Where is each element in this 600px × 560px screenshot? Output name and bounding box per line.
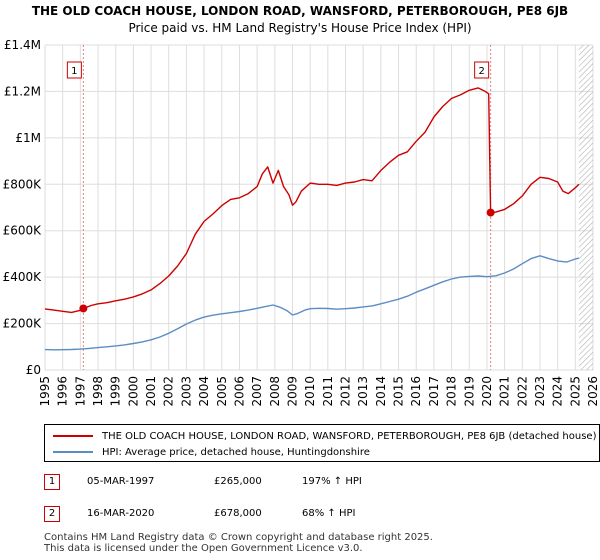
- x-tick-label: 2008: [268, 376, 282, 407]
- y-tick-label: £200K: [3, 317, 43, 331]
- y-tick-label: £800K: [3, 177, 43, 191]
- sale-date: 05-MAR-1997: [87, 476, 155, 487]
- x-tick-label: 2015: [392, 376, 406, 407]
- x-tick-label: 2002: [162, 376, 176, 407]
- axes: £0 £200K £400K £600K £800K £1M £1.2M £1.4M 1995 1…: [3, 38, 600, 407]
- sale-number-badge: 1: [44, 474, 60, 490]
- chart-title: THE OLD COACH HOUSE, LONDON ROAD, WANSFO…: [31, 4, 569, 18]
- x-tick-label: 2001: [144, 376, 158, 407]
- y-tick-label: £1.2M: [4, 84, 41, 98]
- legend-item-property: THE OLD COACH HOUSE, LONDON ROAD, WANSFO…: [53, 428, 597, 444]
- x-tick-label: 2007: [250, 376, 264, 407]
- sale-point: [486, 208, 495, 217]
- x-tick-label: 2003: [179, 376, 193, 407]
- y-tick-label: £1.4M: [4, 38, 41, 52]
- x-tick-label: 2023: [533, 376, 547, 407]
- y-tick-label: £0: [26, 363, 41, 377]
- x-tick-label: 2013: [356, 376, 370, 407]
- x-tick-label: 2017: [427, 376, 441, 407]
- grid: [44, 44, 594, 371]
- footer-copyright: Contains HM Land Registry data © Crown c…: [44, 532, 433, 543]
- hpi-line: [44, 255, 580, 351]
- sale-label-box: [66, 61, 82, 79]
- plot-background: [45, 45, 593, 370]
- x-tick-label: 2012: [339, 376, 353, 407]
- x-tick-label: 2020: [480, 376, 494, 407]
- sale-hpi-change: 197% ↑ HPI: [302, 476, 362, 487]
- x-tick-label: 1995: [38, 376, 52, 407]
- sale-label-number: 1: [71, 66, 77, 77]
- sale-price: £678,000: [214, 508, 262, 519]
- sale-label-number: 2: [478, 66, 484, 77]
- legend: THE OLD COACH HOUSE, LONDON ROAD, WANSFO…: [44, 424, 600, 462]
- sale-price: £265,000: [214, 476, 262, 487]
- x-tick-label: 2011: [321, 376, 335, 407]
- y-tick-label: £600K: [3, 224, 43, 238]
- x-tick-label: 2018: [445, 376, 459, 407]
- chart-subtitle: Price paid vs. HM Land Registry's House …: [128, 21, 472, 35]
- footer-licence: This data is licensed under the Open Gov…: [44, 543, 363, 554]
- sale-hpi-change: 68% ↑ HPI: [302, 508, 356, 519]
- sale-points: [79, 208, 495, 313]
- x-tick-label: 2021: [498, 376, 512, 407]
- x-tick-label: 2022: [515, 376, 529, 407]
- x-tick-label: 2004: [197, 376, 211, 407]
- x-tick-label: 2026: [586, 376, 600, 407]
- sale-label-box: [474, 61, 490, 79]
- x-tick-label: 2000: [126, 376, 140, 407]
- sale-number-badge: 2: [44, 506, 60, 522]
- sale-date: 16-MAR-2020: [87, 508, 155, 519]
- footer: Contains HM Land Registry data © Crown c…: [44, 532, 433, 554]
- legend-swatch-hpi: [53, 451, 93, 453]
- future-hatch-area: [578, 45, 593, 370]
- x-tick-label: 1996: [56, 376, 70, 407]
- x-tick-label: 2014: [374, 376, 388, 407]
- legend-item-hpi: HPI: Average price, detached house, Hunt…: [53, 444, 370, 460]
- future-hatch: [578, 45, 593, 370]
- legend-swatch-property: [53, 435, 93, 437]
- legend-label-hpi: HPI: Average price, detached house, Hunt…: [102, 446, 370, 458]
- x-tick-label: 1997: [73, 376, 87, 407]
- legend-label-property: THE OLD COACH HOUSE, LONDON ROAD, WANSFO…: [102, 430, 597, 442]
- x-tick-label: 1998: [91, 376, 105, 407]
- x-tick-label: 2019: [462, 376, 476, 407]
- sale-point: [79, 304, 88, 313]
- x-tick-label: 2005: [215, 376, 229, 407]
- x-tick-label: 2024: [551, 376, 565, 407]
- y-tick-label: £1M: [15, 131, 41, 145]
- x-tick-label: 2009: [285, 376, 299, 407]
- x-tick-label: 1999: [109, 376, 123, 407]
- x-tick-label: 2016: [409, 376, 423, 407]
- x-tick-label: 2010: [303, 376, 317, 407]
- x-tick-label: 2006: [232, 376, 246, 407]
- y-tick-label: £400K: [3, 270, 43, 284]
- x-tick-label: 2025: [568, 376, 582, 407]
